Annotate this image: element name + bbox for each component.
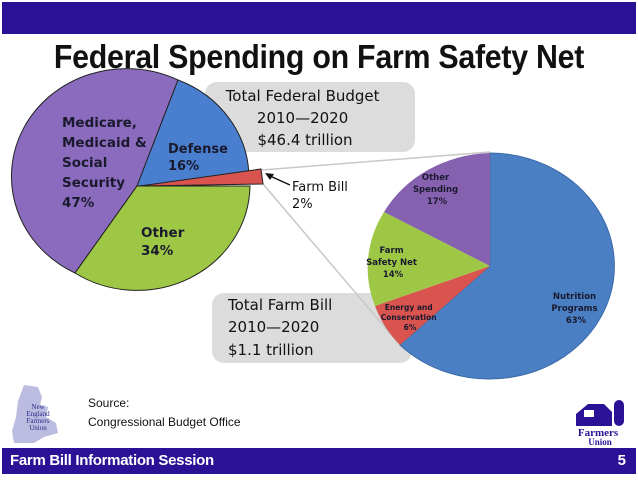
- slice-medicare: [11, 68, 179, 274]
- connector-line-bottom: [262, 183, 401, 346]
- page-number: 5: [617, 452, 626, 469]
- source-value: Congressional Budget Office: [88, 415, 241, 429]
- arrow-head-icon: [265, 173, 274, 180]
- farm-bill-pie: [367, 152, 615, 380]
- slice-nutrition: [399, 152, 615, 380]
- nefu-logo: New England Farmers Union: [4, 383, 76, 450]
- slide-title: Federal Spending on Farm Safety Net: [53, 38, 585, 75]
- slice-defense: [136, 79, 250, 187]
- label-nutrition: Nutrition Programs 63%: [551, 292, 600, 326]
- label-farm-safety-net: Farm Safety Net 14%: [366, 246, 420, 280]
- source-note: Source: Congressional Budget Office: [88, 394, 241, 432]
- label-other: Other 34%: [141, 225, 189, 259]
- source-label: Source:: [88, 396, 130, 410]
- label-other-spending: Other Spending 17%: [413, 173, 461, 207]
- silo-icon: [614, 400, 624, 426]
- svg-text:Farmers: Farmers: [27, 417, 50, 425]
- footer-title: Farm Bill Information Session: [10, 452, 214, 469]
- label-farm-bill: Farm Bill 2%: [292, 180, 352, 212]
- svg-text:Union: Union: [588, 437, 612, 446]
- label-energy-conservation: Energy and Conservation 6%: [381, 303, 439, 332]
- federal-budget-callout: [205, 82, 415, 152]
- label-defense: Defense 16%: [168, 142, 232, 174]
- slice-farm-bill: [139, 168, 264, 187]
- farm-callout-text: Total Farm Bill 2010—2020 $1.1 trillion: [227, 296, 337, 359]
- svg-text:New: New: [31, 403, 45, 411]
- footer-bar: Farm Bill Information Session 5: [2, 448, 636, 474]
- svg-text:Farmers: Farmers: [578, 427, 619, 439]
- farm-bill-callout: [212, 293, 412, 363]
- slice-other: [74, 185, 251, 291]
- farmers-union-logo: Farmers Union: [570, 396, 634, 451]
- slice-farm-safety-net: [367, 212, 490, 306]
- header-bar: [2, 2, 636, 34]
- svg-text:Union: Union: [29, 424, 47, 432]
- svg-text:England: England: [26, 410, 50, 418]
- slice-energy-conservation: [375, 266, 490, 345]
- slice-other-spending: [384, 153, 490, 266]
- label-medicare: Medicare, Medicaid & Social Security 47%: [62, 115, 151, 211]
- farm-bill-arrow: [269, 175, 291, 186]
- federal-budget-pie: [11, 68, 264, 291]
- new-england-map-icon: [12, 385, 58, 443]
- connector-line-top: [261, 151, 491, 171]
- federal-callout-text: Total Federal Budget 2010—2020 $46.4 tri…: [225, 87, 385, 149]
